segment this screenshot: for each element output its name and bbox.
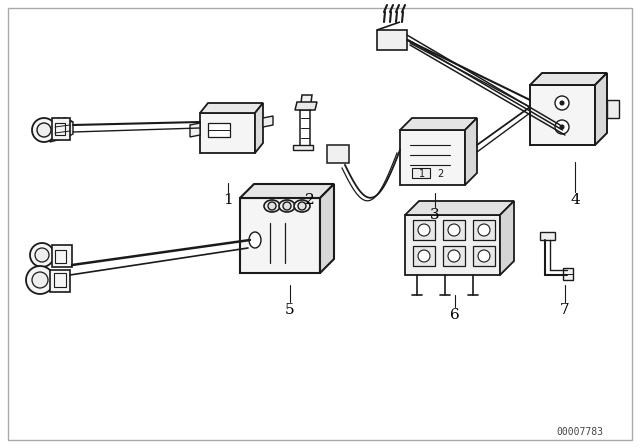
Circle shape xyxy=(478,250,490,262)
Polygon shape xyxy=(293,145,313,150)
Bar xyxy=(50,270,70,292)
Bar xyxy=(327,145,349,163)
Polygon shape xyxy=(240,198,320,273)
Polygon shape xyxy=(540,232,555,240)
Polygon shape xyxy=(443,246,465,266)
Polygon shape xyxy=(320,184,334,273)
Polygon shape xyxy=(500,201,514,275)
Text: 7: 7 xyxy=(560,303,570,317)
Text: 2: 2 xyxy=(305,193,315,207)
Circle shape xyxy=(418,250,430,262)
Polygon shape xyxy=(263,116,273,127)
Circle shape xyxy=(560,101,564,105)
Bar xyxy=(607,100,619,118)
Bar xyxy=(412,168,430,178)
Circle shape xyxy=(478,224,490,236)
Bar xyxy=(563,268,573,280)
Polygon shape xyxy=(50,118,65,142)
Polygon shape xyxy=(200,103,263,113)
Polygon shape xyxy=(595,73,607,145)
Circle shape xyxy=(560,125,564,129)
Circle shape xyxy=(448,224,460,236)
Text: 4: 4 xyxy=(570,193,580,207)
Polygon shape xyxy=(190,123,200,137)
Polygon shape xyxy=(443,220,465,240)
Ellipse shape xyxy=(264,200,280,212)
Polygon shape xyxy=(377,22,400,30)
Polygon shape xyxy=(530,73,607,85)
Circle shape xyxy=(555,120,569,134)
Text: 1: 1 xyxy=(419,169,425,179)
Polygon shape xyxy=(530,85,595,145)
Text: 5: 5 xyxy=(285,303,295,317)
Bar xyxy=(52,118,70,140)
Polygon shape xyxy=(473,246,495,266)
Polygon shape xyxy=(405,201,514,215)
Circle shape xyxy=(32,118,56,142)
Circle shape xyxy=(37,123,51,137)
Ellipse shape xyxy=(279,200,295,212)
Ellipse shape xyxy=(249,232,261,248)
Polygon shape xyxy=(295,102,317,110)
Circle shape xyxy=(32,272,48,288)
Bar xyxy=(54,273,66,287)
Bar xyxy=(55,250,66,263)
Polygon shape xyxy=(240,184,334,198)
Bar xyxy=(55,123,65,135)
Polygon shape xyxy=(50,118,73,122)
Text: 6: 6 xyxy=(450,308,460,322)
Polygon shape xyxy=(400,118,477,130)
Text: 00007783: 00007783 xyxy=(557,427,604,437)
Polygon shape xyxy=(400,130,465,185)
Circle shape xyxy=(35,248,49,262)
Circle shape xyxy=(418,224,430,236)
Circle shape xyxy=(298,202,306,210)
Polygon shape xyxy=(473,220,495,240)
Polygon shape xyxy=(465,118,477,185)
Circle shape xyxy=(283,202,291,210)
Circle shape xyxy=(268,202,276,210)
Circle shape xyxy=(555,96,569,110)
Polygon shape xyxy=(377,30,407,50)
Circle shape xyxy=(26,266,54,294)
Bar xyxy=(208,123,230,137)
Polygon shape xyxy=(255,103,263,153)
Polygon shape xyxy=(300,95,312,110)
Text: 3: 3 xyxy=(430,208,440,222)
Text: 2: 2 xyxy=(437,169,443,179)
Polygon shape xyxy=(413,246,435,266)
Polygon shape xyxy=(200,113,255,153)
Polygon shape xyxy=(413,220,435,240)
Ellipse shape xyxy=(294,200,310,212)
Text: 1: 1 xyxy=(223,193,233,207)
Polygon shape xyxy=(65,118,73,138)
Polygon shape xyxy=(405,215,500,275)
Circle shape xyxy=(448,250,460,262)
Bar xyxy=(52,245,72,267)
Circle shape xyxy=(30,243,54,267)
